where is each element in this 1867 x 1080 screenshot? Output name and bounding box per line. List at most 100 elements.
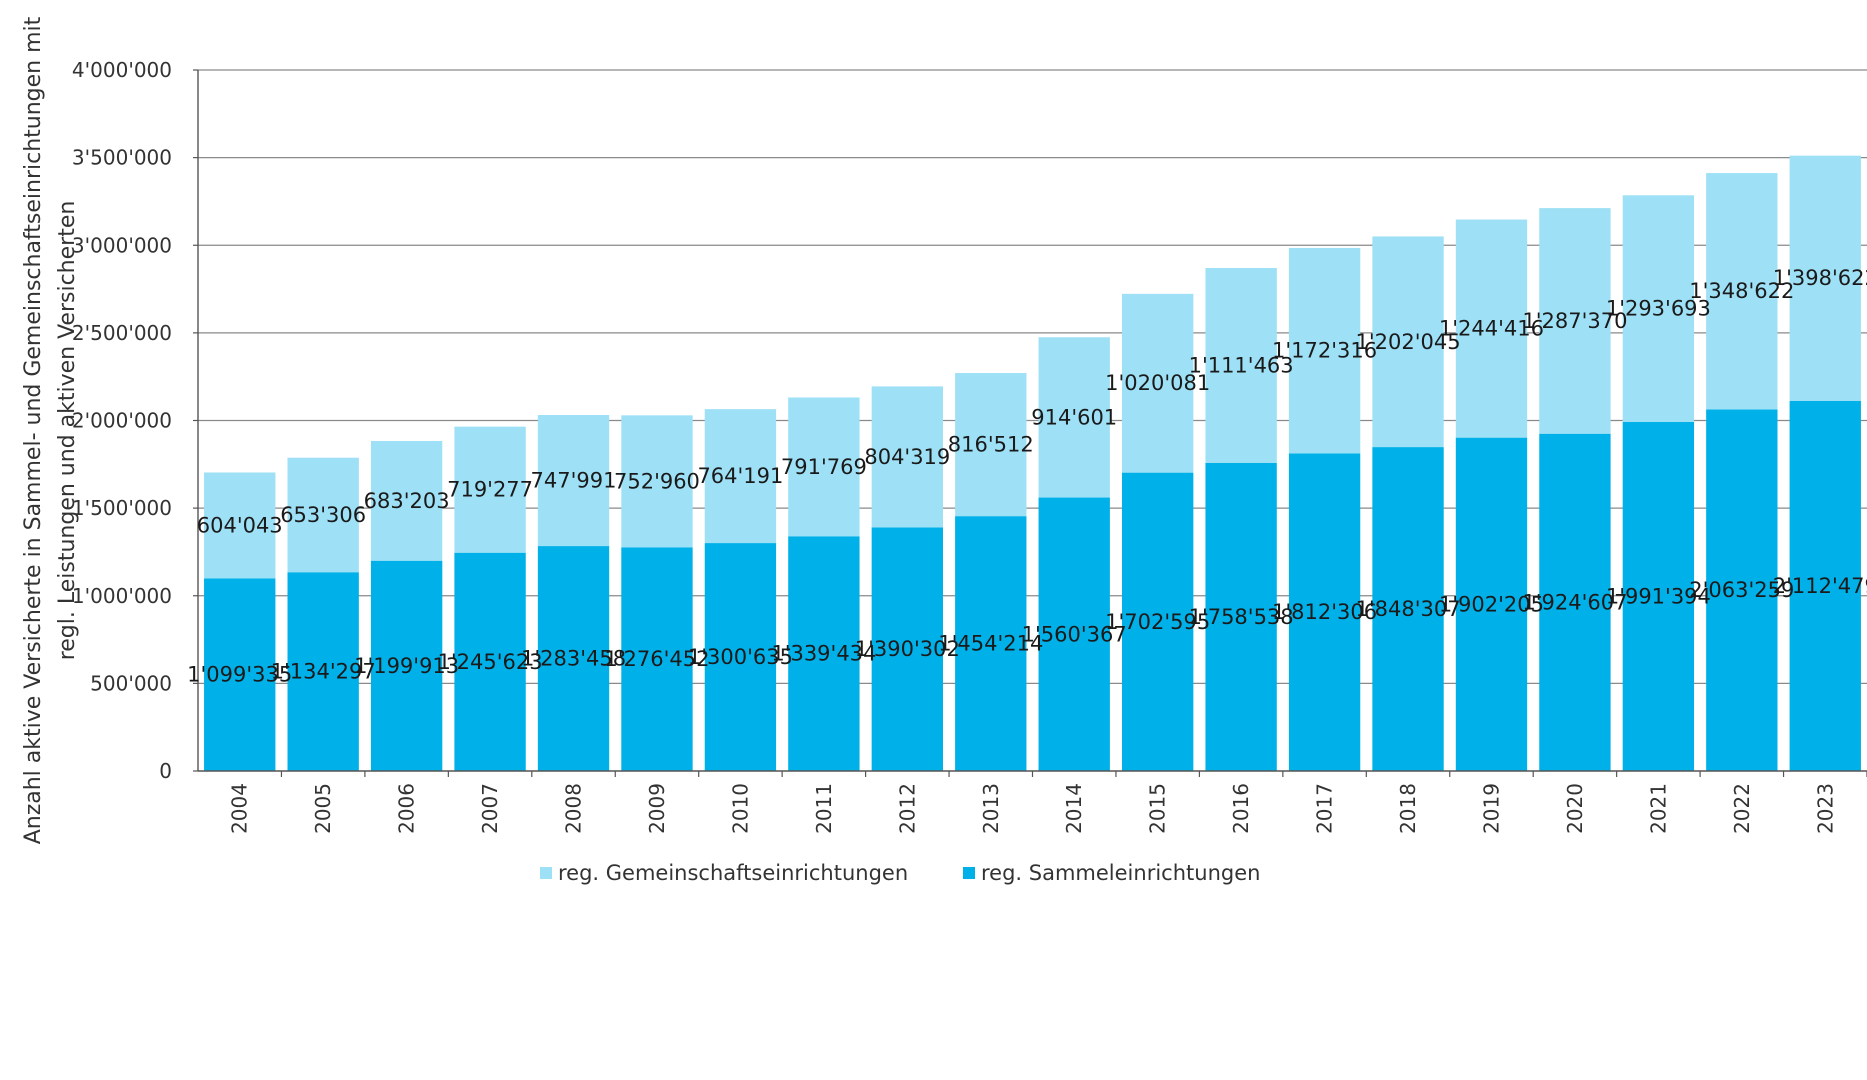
x-tick-label: 2016: [1229, 783, 1253, 834]
bar-sammeleinrichtungen-2008: [537, 546, 610, 771]
bar-gemeinschaftseinrichtungen-2014: [1038, 337, 1110, 498]
data-label-sammeleinrichtungen: 1'099'335: [187, 663, 292, 687]
bar-sammeleinrichtungen-2014: [1038, 497, 1110, 771]
y-tick-label: 0: [159, 759, 172, 783]
bar-gemeinschaftseinrichtungen-2008: [537, 414, 610, 547]
bar-sammeleinrichtungen-2011: [788, 536, 860, 771]
bar-sammeleinrichtungen-2005: [287, 572, 359, 771]
data-label-gemeinschaftseinrichtungen: 1'398'622: [1773, 266, 1867, 290]
data-label-gemeinschaftseinrichtungen: 1'244'416: [1439, 317, 1544, 341]
bar-gemeinschaftseinrichtungen-2012: [871, 386, 943, 528]
data-label-sammeleinrichtungen: 2'063'259: [1689, 578, 1794, 602]
x-tick-label: 2008: [562, 783, 586, 834]
x-tick-label: 2019: [1479, 783, 1503, 834]
axes: [193, 69, 1867, 777]
y-axis-title-line: Anzahl aktive Versicherte in Sammel- und…: [21, 16, 46, 844]
bar-gemeinschaftseinrichtungen-2017: [1288, 247, 1361, 454]
bar-sammeleinrichtungen-2019: [1455, 437, 1528, 771]
data-label-sammeleinrichtungen: 1'702'595: [1105, 610, 1210, 634]
y-tick-label: 2'000'000: [72, 409, 172, 433]
data-label-sammeleinrichtungen: 1'924'607: [1522, 590, 1627, 614]
x-tick-label: 2011: [812, 783, 836, 834]
data-label-gemeinschaftseinrichtungen: 604'043: [197, 513, 283, 537]
bar-sammeleinrichtungen-2013: [955, 516, 1027, 771]
data-label-sammeleinrichtungen: 1'560'367: [1022, 622, 1127, 646]
data-label-sammeleinrichtungen: 1'758'538: [1189, 605, 1294, 629]
data-label-gemeinschaftseinrichtungen: 1'348'622: [1689, 279, 1794, 303]
bar-sammeleinrichtungen-2021: [1622, 422, 1695, 771]
bar-sammeleinrichtungen-2015: [1122, 472, 1194, 771]
bar-gemeinschaftseinrichtungen-2019: [1455, 219, 1528, 438]
x-tick-label: 2014: [1062, 783, 1086, 834]
bar-sammeleinrichtungen-2016: [1205, 462, 1277, 771]
y-tick-label: 4'000'000: [72, 58, 172, 82]
x-tick-label: 2007: [478, 783, 502, 834]
bar-sammeleinrichtungen-2006: [370, 560, 443, 771]
y-axis-title-line: regl. Leistungen und aktiven Versicherte…: [55, 201, 80, 661]
data-label-sammeleinrichtungen: 1'390'302: [855, 637, 960, 661]
y-tick-label: 2'500'000: [72, 321, 172, 345]
data-labels: 1'099'335 604'043 1'134'297 653'306 1'199'91…: [187, 266, 1867, 686]
x-tick-label: 2012: [895, 783, 919, 834]
bar-gemeinschaftseinrichtungen-2005: [287, 457, 359, 573]
data-label-sammeleinrichtungen: 1'134'297: [271, 660, 376, 684]
bar-gemeinschaftseinrichtungen-2013: [955, 373, 1027, 517]
x-tick-label: 2005: [311, 783, 335, 834]
y-tick-label: 1'000'000: [72, 584, 172, 608]
y-tick-label: 3'500'000: [72, 146, 172, 170]
bar-gemeinschaftseinrichtungen-2016: [1205, 268, 1277, 463]
x-tick-label: 2004: [228, 783, 252, 834]
legend-swatch: [963, 867, 975, 879]
legend-swatch: [540, 867, 552, 879]
data-label-sammeleinrichtungen: 1'454'214: [938, 632, 1043, 656]
data-label-sammeleinrichtungen: 1'812'306: [1272, 600, 1377, 624]
bar-gemeinschaftseinrichtungen-2015: [1122, 293, 1194, 473]
y-tick-label: 3'000'000: [72, 233, 172, 257]
data-label-gemeinschaftseinrichtungen: 791'769: [781, 455, 867, 479]
data-label-gemeinschaftseinrichtungen: 1'020'081: [1105, 371, 1210, 395]
bar-sammeleinrichtungen-2022: [1706, 409, 1778, 771]
legend-label: reg. Gemeinschaftseinrichtungen: [558, 861, 908, 885]
x-tick-label: 2017: [1313, 783, 1337, 834]
legend-label: reg. Sammeleinrichtungen: [981, 861, 1260, 885]
x-tick-label: 2009: [645, 783, 669, 834]
data-label-gemeinschaftseinrichtungen: 764'191: [697, 464, 783, 488]
data-label-sammeleinrichtungen: 1'300'635: [688, 645, 793, 669]
bar-sammeleinrichtungen-2009: [621, 547, 693, 771]
data-label-sammeleinrichtungen: 1'991'394: [1606, 585, 1711, 609]
data-label-sammeleinrichtungen: 1'245'623: [438, 650, 543, 674]
data-label-sammeleinrichtungen: 1'339'434: [771, 642, 876, 666]
x-tick-label: 2018: [1396, 783, 1420, 834]
bar-gemeinschaftseinrichtungen-2011: [788, 397, 860, 537]
y-tick-labels: 0 500'000 1'000'000 1'500'000 2'000'000 2'500…: [72, 58, 172, 783]
x-tick-label: 2013: [979, 783, 1003, 834]
data-label-sammeleinrichtungen: 2'112'479: [1773, 574, 1867, 598]
bar-sammeleinrichtungen-2007: [454, 552, 526, 771]
data-label-gemeinschaftseinrichtungen: 816'512: [948, 433, 1034, 457]
bars: [204, 155, 1861, 771]
y-tick-label: 1'500'000: [72, 496, 172, 520]
data-label-gemeinschaftseinrichtungen: 804'319: [864, 445, 950, 469]
data-label-gemeinschaftseinrichtungen: 1'202'045: [1355, 330, 1460, 354]
data-label-gemeinschaftseinrichtungen: 653'306: [280, 503, 366, 527]
x-tick-label: 2006: [395, 783, 419, 834]
data-label-gemeinschaftseinrichtungen: 752'960: [614, 469, 700, 493]
legend: reg. Gemeinschaftseinrichtungen reg. Samm…: [540, 861, 1260, 885]
bar-sammeleinrichtungen-2018: [1372, 447, 1444, 771]
data-label-sammeleinrichtungen: 1'848'307: [1355, 597, 1460, 621]
data-label-gemeinschaftseinrichtungen: 1'287'370: [1522, 309, 1627, 333]
y-tick-label: 500'000: [90, 671, 172, 695]
data-label-sammeleinrichtungen: 1'276'452: [604, 647, 709, 671]
data-label-gemeinschaftseinrichtungen: 914'601: [1031, 405, 1117, 429]
data-label-gemeinschaftseinrichtungen: 683'203: [364, 489, 450, 513]
x-tick-label: 2010: [728, 783, 752, 834]
bar-gemeinschaftseinrichtungen-2022: [1706, 173, 1778, 410]
bar-gemeinschaftseinrichtungen-2018: [1372, 236, 1444, 448]
bar-sammeleinrichtungen-2012: [871, 527, 943, 771]
bar-gemeinschaftseinrichtungen-2007: [454, 426, 526, 553]
data-label-gemeinschaftseinrichtungen: 1'172'316: [1272, 339, 1377, 363]
bar-gemeinschaftseinrichtungen-2021: [1622, 195, 1695, 423]
data-label-sammeleinrichtungen: 1'283'458: [521, 647, 626, 671]
data-label-gemeinschaftseinrichtungen: 1'111'463: [1189, 353, 1294, 377]
